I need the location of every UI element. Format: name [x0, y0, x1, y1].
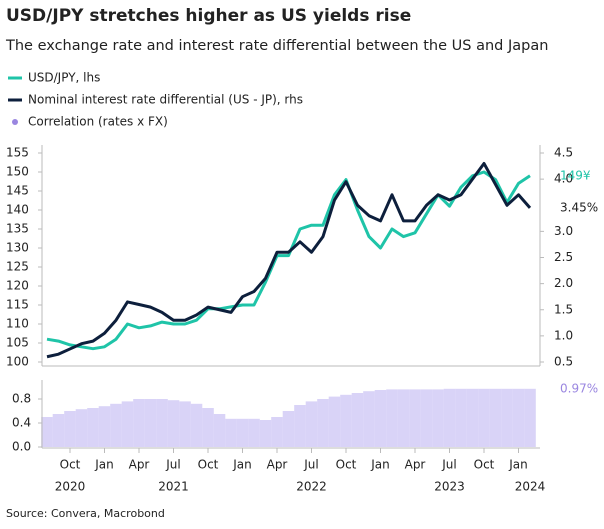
x-tick-label: Jul [165, 458, 180, 472]
y-tick-label: 0.4 [12, 416, 31, 430]
bar [351, 393, 364, 447]
y-tick-label: 115 [6, 298, 29, 312]
bar [167, 400, 180, 447]
y-tick-label: 135 [6, 222, 29, 236]
bar [248, 418, 260, 447]
x-tick-label: Apr [129, 458, 150, 472]
source: Source: Convera, Macrobond [6, 507, 165, 520]
y2-tick-label: 0.5 [554, 355, 573, 369]
bar [121, 401, 134, 447]
y-tick-label: 0.8 [12, 392, 31, 406]
bar [466, 388, 479, 447]
x-tick-label: Oct [336, 458, 357, 472]
bar [420, 389, 433, 447]
end-label: 0.97% [560, 381, 598, 395]
legend-label: Correlation (rates x FX) [28, 115, 168, 129]
x-year-label: 2023 [434, 480, 465, 494]
bar [374, 390, 387, 447]
bar [156, 399, 168, 447]
y2-tick-label: 3.0 [554, 224, 573, 238]
bar [432, 389, 444, 447]
bar [455, 388, 467, 447]
bar [236, 418, 249, 447]
bar [144, 399, 157, 447]
y-tick-label: 120 [6, 279, 29, 293]
bar [41, 417, 53, 447]
y-tick-label: 0.0 [12, 440, 31, 454]
y-tick-label: 125 [6, 260, 29, 274]
bar [512, 388, 525, 447]
x-year-label: 2024 [515, 480, 546, 494]
x-tick-label: Apr [267, 458, 288, 472]
y-tick-label: 145 [6, 184, 29, 198]
bar [501, 388, 513, 447]
bar [202, 408, 214, 447]
bar [397, 389, 410, 447]
y2-tick-label: 4.5 [554, 146, 573, 160]
x-tick-label: Oct [198, 458, 219, 472]
bar [213, 414, 226, 447]
end-label: 3.45% [560, 200, 598, 214]
x-tick-label: Jul [303, 458, 318, 472]
bar [317, 399, 329, 447]
y2-tick-label: 2.0 [554, 276, 573, 290]
bar [294, 405, 306, 447]
y-tick-label: 105 [6, 336, 29, 350]
y2-tick-label: 1.0 [554, 328, 573, 342]
end-label: 149¥ [560, 168, 591, 182]
y2-tick-label: 1.5 [554, 302, 573, 316]
chart-title: USD/JPY stretches higher as US yields ri… [6, 6, 411, 26]
bar [340, 394, 352, 447]
x-year-label: 2022 [296, 480, 327, 494]
x-tick-label: Jan [232, 458, 252, 472]
bar [305, 401, 318, 447]
y-tick-label: 155 [6, 146, 29, 160]
bar [98, 406, 111, 447]
bar [386, 389, 398, 447]
bar [328, 396, 341, 447]
bar [190, 403, 203, 447]
bar [478, 388, 490, 447]
y2-tick-label: 2.5 [554, 250, 573, 264]
x-year-label: 2021 [158, 480, 189, 494]
bar [524, 388, 536, 447]
bar [409, 389, 421, 447]
y-tick-label: 140 [6, 203, 29, 217]
y-tick-label: 110 [6, 317, 29, 331]
y-tick-label: 150 [6, 165, 29, 179]
bar [64, 411, 76, 447]
x-tick-label: Oct [474, 458, 495, 472]
bar [282, 411, 295, 447]
bar [75, 409, 88, 447]
chart-subtitle: The exchange rate and interest rate diff… [5, 38, 548, 54]
bar [110, 403, 122, 447]
x-tick-label: Jan [370, 458, 390, 472]
y-tick-label: 130 [6, 241, 29, 255]
bar [87, 408, 99, 447]
bar [489, 388, 502, 447]
bar [225, 418, 237, 447]
bar [179, 401, 191, 447]
line-series [46, 170, 531, 351]
y2-tick-label: 4.0 [554, 172, 573, 186]
x-tick-label: Oct [60, 458, 81, 472]
bar [363, 391, 375, 447]
bar [271, 417, 283, 447]
x-tick-label: Jul [441, 458, 456, 472]
legend-swatch [12, 119, 18, 125]
x-tick-label: Apr [405, 458, 426, 472]
y-tick-label: 100 [6, 355, 29, 369]
x-year-label: 2020 [55, 480, 86, 494]
legend-label: USD/JPY, lhs [28, 71, 100, 85]
bar [52, 414, 65, 447]
bar [133, 399, 145, 447]
legend-label: Nominal interest rate differential (US -… [28, 93, 303, 107]
x-tick-label: Jan [94, 458, 114, 472]
bar [259, 420, 272, 447]
line-series [46, 161, 532, 359]
bar [443, 388, 456, 447]
x-tick-label: Jan [508, 458, 528, 472]
